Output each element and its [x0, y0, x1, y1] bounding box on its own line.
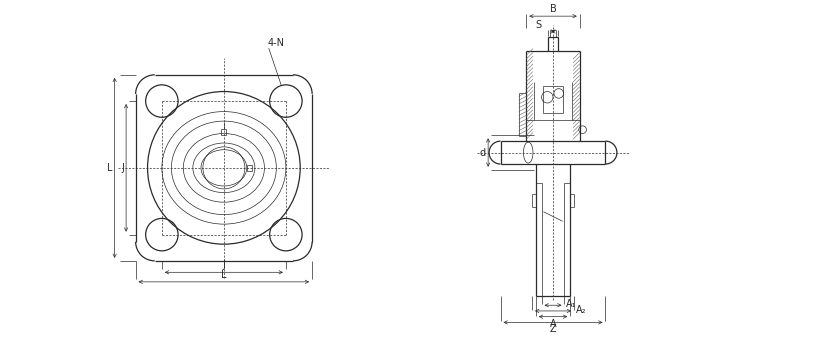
Text: A: A — [550, 319, 557, 329]
Bar — [246, 165, 252, 171]
Text: Z: Z — [550, 324, 557, 334]
Text: A₂: A₂ — [576, 305, 587, 315]
Text: J: J — [122, 163, 124, 173]
Text: S: S — [535, 21, 542, 30]
Bar — [221, 129, 226, 136]
Text: 4-N: 4-N — [268, 38, 285, 48]
Text: L: L — [107, 163, 113, 173]
Text: B: B — [550, 4, 557, 14]
Text: L: L — [221, 270, 227, 280]
Text: J: J — [223, 260, 225, 270]
Text: d: d — [479, 148, 486, 158]
Text: A₁: A₁ — [566, 299, 577, 309]
